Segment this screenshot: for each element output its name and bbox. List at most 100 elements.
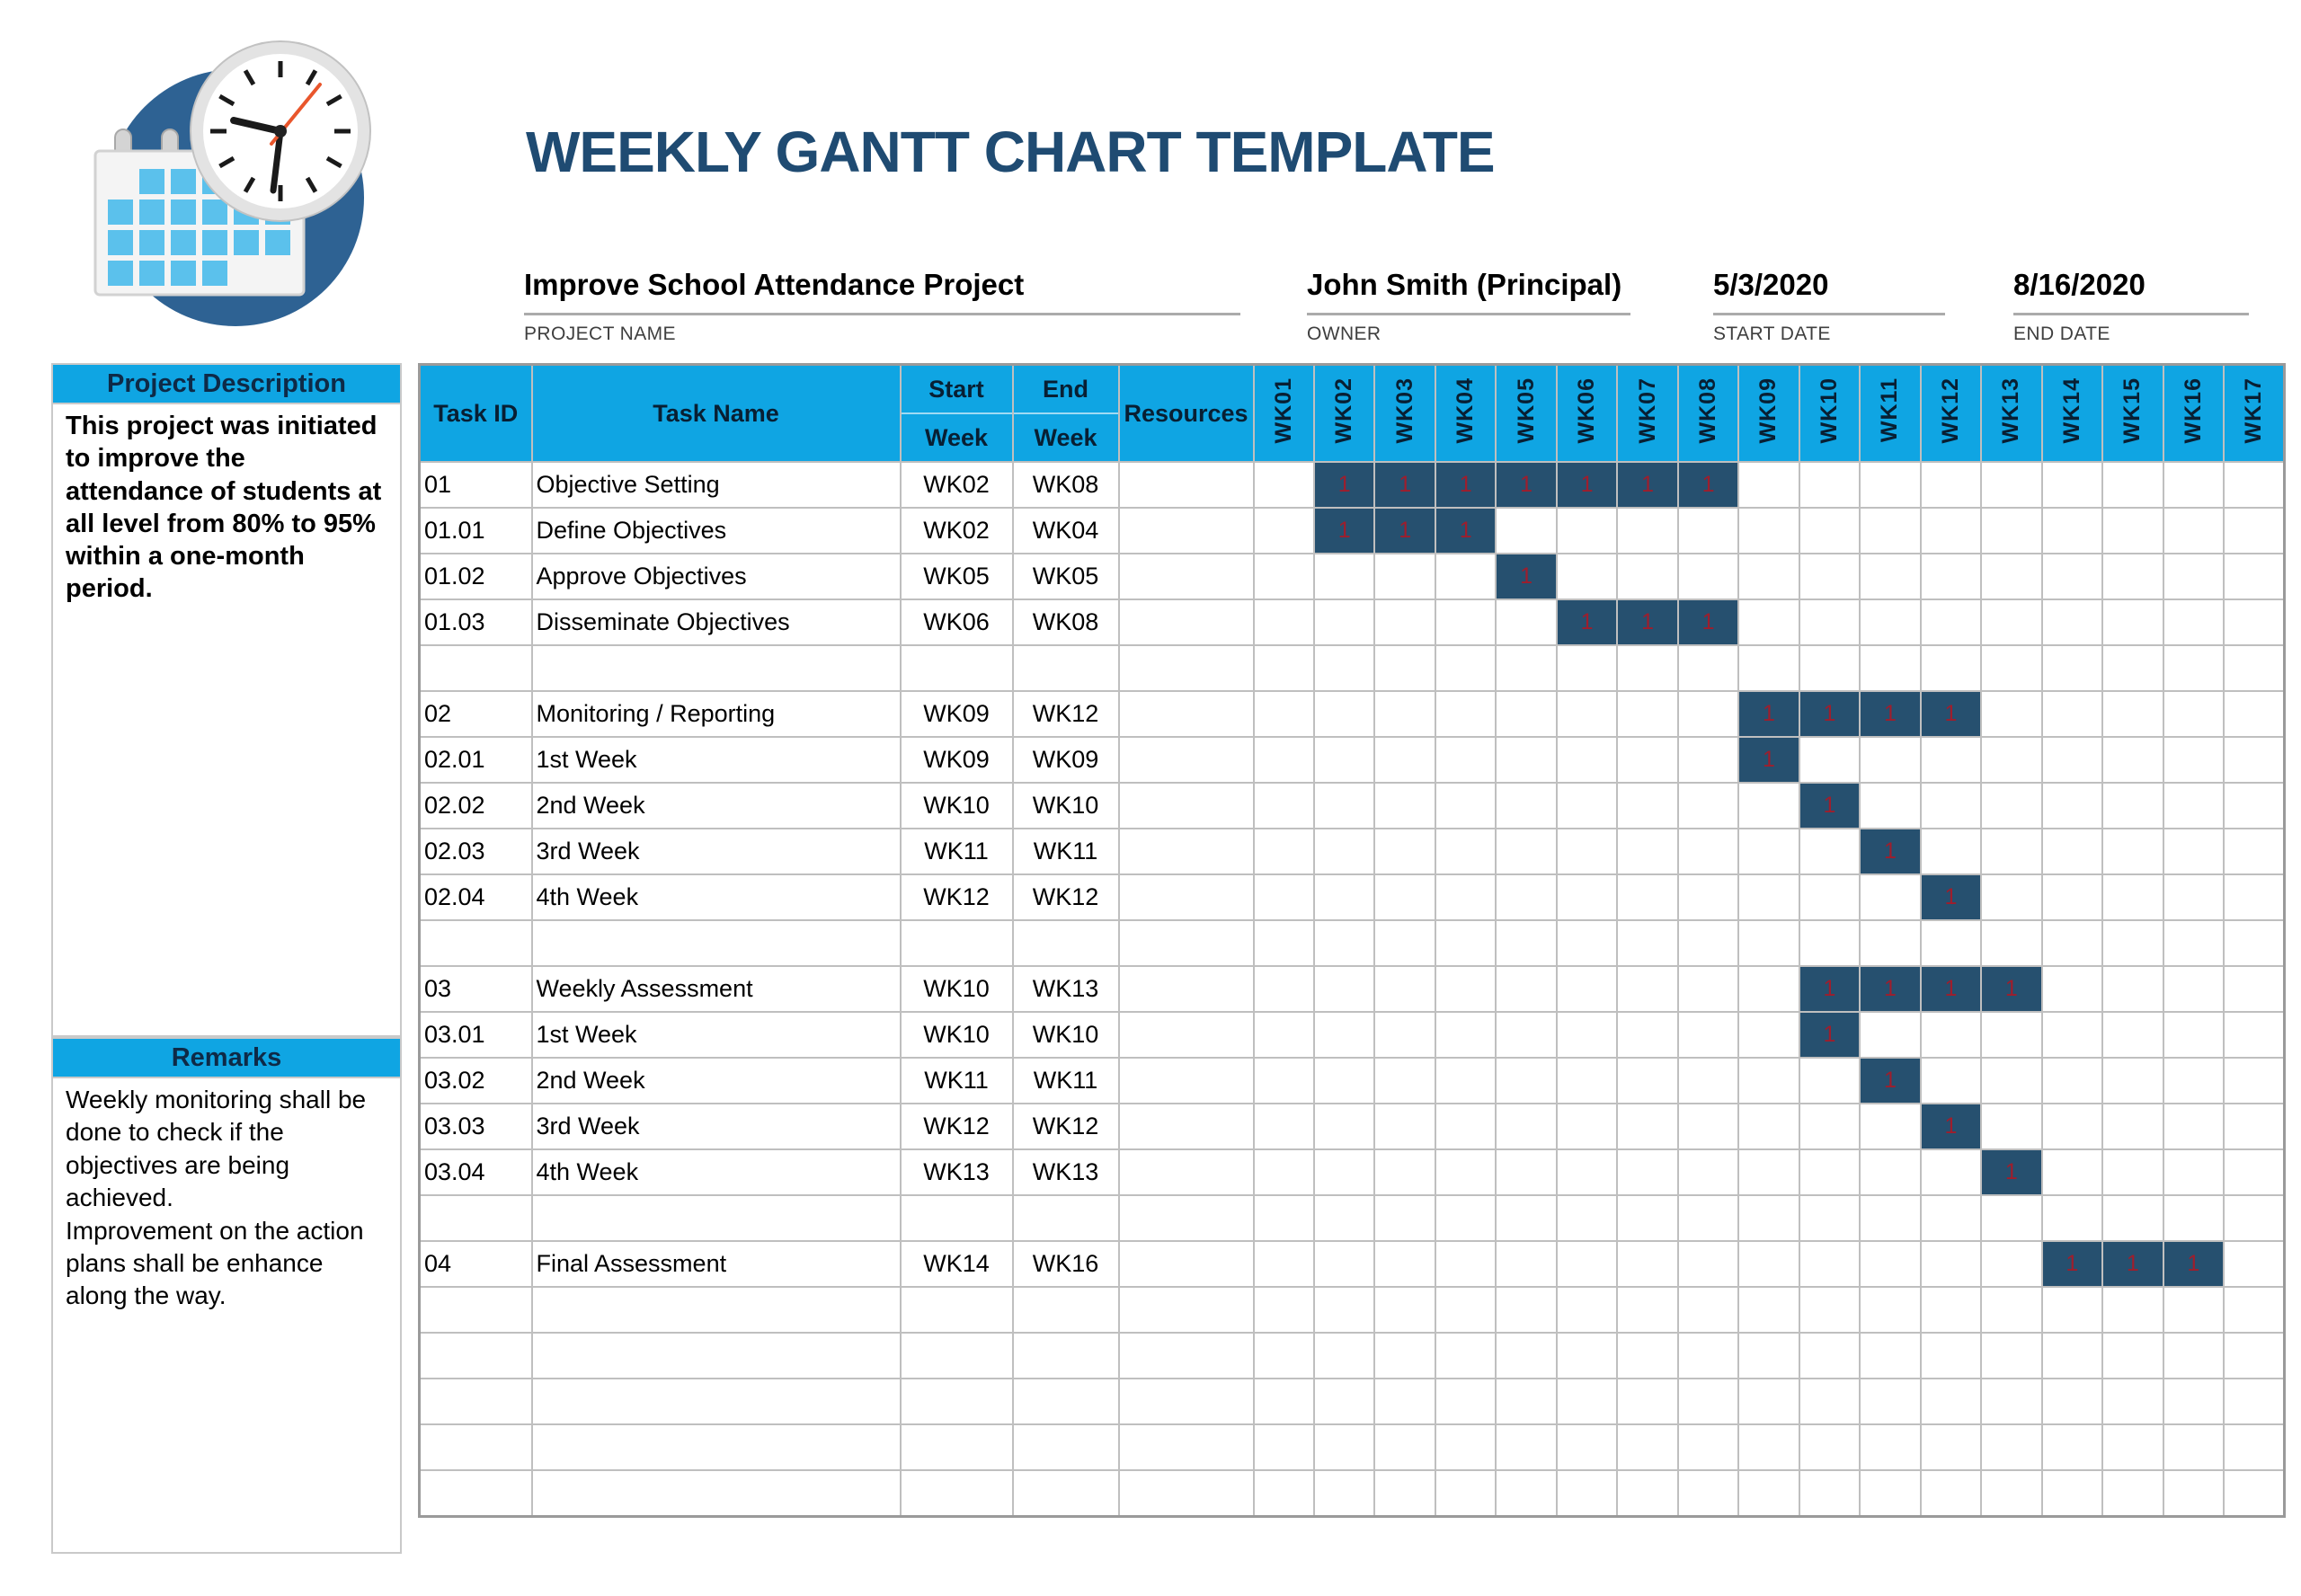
- gantt-cell-wk12[interactable]: [1919, 1240, 1983, 1288]
- resources-cell[interactable]: [1117, 1194, 1255, 1242]
- gantt-cell-wk01[interactable]: [1252, 553, 1315, 600]
- gantt-cell-wk02[interactable]: [1312, 1378, 1376, 1425]
- task-name-cell[interactable]: Weekly Assessment: [530, 965, 902, 1013]
- gantt-cell-wk01[interactable]: [1252, 919, 1315, 967]
- gantt-cell-wk14[interactable]: [2040, 690, 2104, 738]
- task-id-cell[interactable]: [418, 644, 533, 692]
- gantt-cell-wk06[interactable]: [1555, 1103, 1619, 1150]
- gantt-cell-wk14[interactable]: [2040, 736, 2104, 784]
- gantt-cell-wk02[interactable]: [1312, 1286, 1376, 1334]
- gantt-cell-wk07[interactable]: [1616, 919, 1679, 967]
- gantt-cell-wk15[interactable]: [2101, 736, 2164, 784]
- gantt-cell-wk01[interactable]: [1252, 1148, 1315, 1196]
- gantt-cell-wk05[interactable]: [1495, 828, 1558, 875]
- gantt-cell-wk08[interactable]: [1676, 828, 1740, 875]
- start-week-cell[interactable]: [899, 1286, 1014, 1334]
- gantt-cell-wk17[interactable]: [2223, 873, 2286, 921]
- gantt-cell-wk01[interactable]: [1252, 736, 1315, 784]
- gantt-cell-wk12[interactable]: 1: [1919, 690, 1983, 738]
- gantt-cell-wk12[interactable]: [1919, 1378, 1983, 1425]
- gantt-cell-wk01[interactable]: [1252, 644, 1315, 692]
- gantt-cell-wk10[interactable]: [1798, 1378, 1861, 1425]
- gantt-cell-wk05[interactable]: [1495, 1332, 1558, 1379]
- gantt-cell-wk12[interactable]: [1919, 1194, 1983, 1242]
- resources-cell[interactable]: [1117, 828, 1255, 875]
- resources-cell[interactable]: [1117, 919, 1255, 967]
- gantt-cell-wk01[interactable]: [1252, 1469, 1315, 1517]
- task-id-cell[interactable]: 02: [418, 690, 533, 738]
- gantt-cell-wk14[interactable]: [2040, 919, 2104, 967]
- gantt-cell-wk06[interactable]: [1555, 1286, 1619, 1334]
- gantt-cell-wk06[interactable]: [1555, 736, 1619, 784]
- gantt-cell-wk11[interactable]: [1859, 873, 1922, 921]
- gantt-cell-wk09[interactable]: [1737, 828, 1800, 875]
- task-id-cell[interactable]: 03.04: [418, 1148, 533, 1196]
- gantt-cell-wk11[interactable]: [1859, 598, 1922, 646]
- gantt-cell-wk07[interactable]: [1616, 553, 1679, 600]
- gantt-cell-wk12[interactable]: [1919, 1469, 1983, 1517]
- gantt-cell-wk05[interactable]: [1495, 1103, 1558, 1150]
- task-id-cell[interactable]: [418, 1423, 533, 1471]
- gantt-cell-wk03[interactable]: [1373, 1148, 1436, 1196]
- gantt-cell-wk17[interactable]: [2223, 1469, 2286, 1517]
- gantt-cell-wk09[interactable]: [1737, 1423, 1800, 1471]
- gantt-cell-wk03[interactable]: [1373, 1286, 1436, 1334]
- gantt-cell-wk08[interactable]: [1676, 1148, 1740, 1196]
- gantt-cell-wk04[interactable]: [1434, 1057, 1497, 1104]
- gantt-cell-wk12[interactable]: 1: [1919, 965, 1983, 1013]
- gantt-cell-wk17[interactable]: [2223, 461, 2286, 509]
- gantt-cell-wk09[interactable]: [1737, 553, 1800, 600]
- gantt-cell-wk17[interactable]: [2223, 965, 2286, 1013]
- gantt-cell-wk10[interactable]: [1798, 1103, 1861, 1150]
- gantt-cell-wk16[interactable]: [2162, 553, 2225, 600]
- end-week-cell[interactable]: WK13: [1011, 1148, 1120, 1196]
- gantt-cell-wk13[interactable]: [1980, 553, 2043, 600]
- gantt-cell-wk07[interactable]: [1616, 1378, 1679, 1425]
- task-id-cell[interactable]: 01.01: [418, 507, 533, 554]
- gantt-cell-wk17[interactable]: [2223, 1240, 2286, 1288]
- gantt-cell-wk16[interactable]: 1: [2162, 1240, 2225, 1288]
- task-name-cell[interactable]: [530, 1194, 902, 1242]
- task-id-cell[interactable]: 03.01: [418, 1011, 533, 1059]
- task-id-cell[interactable]: 02.03: [418, 828, 533, 875]
- gantt-cell-wk12[interactable]: [1919, 598, 1983, 646]
- end-week-cell[interactable]: [1011, 644, 1120, 692]
- gantt-cell-wk01[interactable]: [1252, 1423, 1315, 1471]
- gantt-cell-wk06[interactable]: [1555, 828, 1619, 875]
- gantt-cell-wk04[interactable]: [1434, 1286, 1497, 1334]
- gantt-cell-wk08[interactable]: 1: [1676, 461, 1740, 509]
- gantt-cell-wk03[interactable]: [1373, 919, 1436, 967]
- gantt-cell-wk12[interactable]: [1919, 736, 1983, 784]
- gantt-cell-wk15[interactable]: [2101, 1011, 2164, 1059]
- task-name-cell[interactable]: Monitoring / Reporting: [530, 690, 902, 738]
- task-name-cell[interactable]: [530, 1423, 902, 1471]
- gantt-cell-wk15[interactable]: [2101, 1469, 2164, 1517]
- resources-cell[interactable]: [1117, 1240, 1255, 1288]
- project-name-value[interactable]: Improve School Attendance Project: [524, 268, 1240, 315]
- task-name-cell[interactable]: 1st Week: [530, 1011, 902, 1059]
- gantt-cell-wk03[interactable]: [1373, 1423, 1436, 1471]
- gantt-cell-wk14[interactable]: [2040, 507, 2104, 554]
- task-name-cell[interactable]: Define Objectives: [530, 507, 902, 554]
- gantt-cell-wk15[interactable]: [2101, 782, 2164, 829]
- gantt-cell-wk12[interactable]: [1919, 553, 1983, 600]
- task-id-cell[interactable]: 03: [418, 965, 533, 1013]
- gantt-cell-wk03[interactable]: [1373, 782, 1436, 829]
- gantt-cell-wk13[interactable]: [1980, 690, 2043, 738]
- gantt-cell-wk09[interactable]: [1737, 1194, 1800, 1242]
- resources-cell[interactable]: [1117, 1469, 1255, 1517]
- start-week-cell[interactable]: [899, 1332, 1014, 1379]
- gantt-cell-wk05[interactable]: [1495, 782, 1558, 829]
- gantt-cell-wk08[interactable]: [1676, 1240, 1740, 1288]
- task-name-cell[interactable]: 3rd Week: [530, 1103, 902, 1150]
- gantt-cell-wk14[interactable]: [2040, 1332, 2104, 1379]
- gantt-cell-wk17[interactable]: [2223, 507, 2286, 554]
- end-week-cell[interactable]: WK04: [1011, 507, 1120, 554]
- gantt-cell-wk14[interactable]: [2040, 1011, 2104, 1059]
- task-id-cell[interactable]: 01: [418, 461, 533, 509]
- gantt-cell-wk01[interactable]: [1252, 1011, 1315, 1059]
- gantt-cell-wk07[interactable]: [1616, 873, 1679, 921]
- gantt-cell-wk16[interactable]: [2162, 598, 2225, 646]
- gantt-cell-wk11[interactable]: [1859, 1423, 1922, 1471]
- gantt-cell-wk13[interactable]: [1980, 598, 2043, 646]
